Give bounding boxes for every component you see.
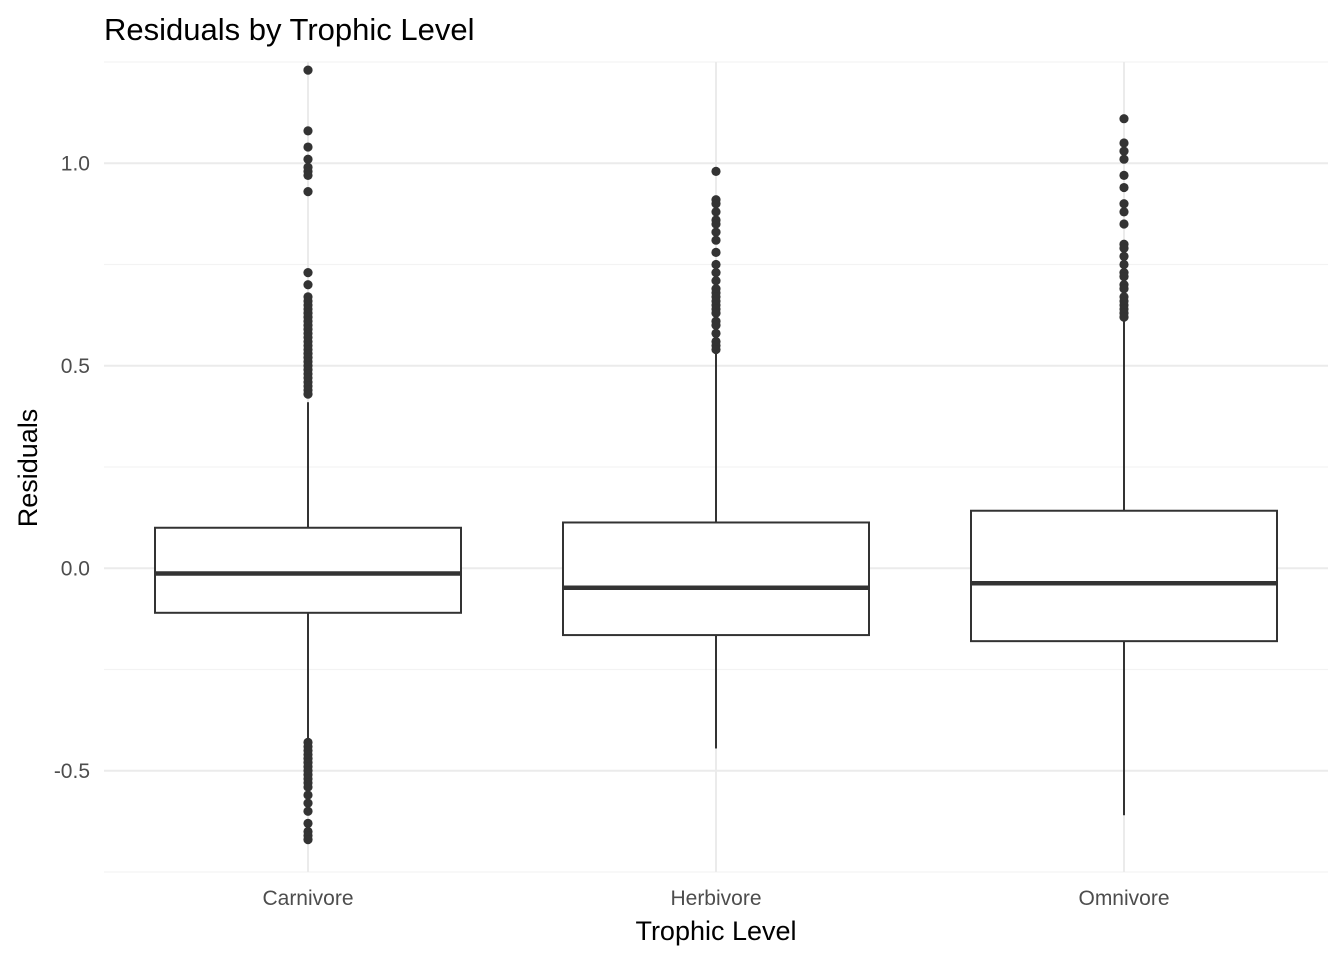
outlier-point (1119, 182, 1129, 193)
outlier-point (711, 219, 721, 229)
outlier-point (303, 798, 313, 808)
outlier-point (1119, 259, 1129, 270)
outlier-point (711, 199, 721, 209)
box-herbivore (562, 166, 870, 749)
y-axis-tick-labels: -0.5 0.0 0.5 1.0 (54, 152, 90, 783)
outlier-point (303, 268, 313, 278)
box-carnivore (154, 65, 462, 845)
outlier-point (1119, 146, 1129, 156)
outlier-point (303, 126, 313, 136)
chart-title: Residuals by Trophic Level (104, 12, 474, 47)
outlier-point (303, 170, 313, 180)
outlier-point (711, 247, 721, 257)
outlier-point (1119, 284, 1129, 294)
outlier-point (711, 268, 721, 278)
outlier-point (1119, 219, 1129, 229)
outlier-point (303, 142, 313, 152)
y-tick-label: -0.5 (54, 760, 90, 783)
outlier-point (303, 806, 313, 816)
outlier-point (303, 187, 313, 197)
outlier-point (303, 280, 313, 290)
boxes (154, 65, 1278, 845)
outlier-point (1119, 251, 1129, 261)
x-axis-title: Trophic Level (635, 916, 796, 946)
outlier-point (1119, 114, 1129, 124)
outlier-point (303, 818, 313, 829)
outlier-point (303, 782, 313, 792)
box-iqr (970, 509, 1278, 643)
outlier-point (711, 308, 721, 318)
outlier-point (711, 259, 721, 270)
outlier-point (711, 207, 721, 217)
x-tick-label: Omnivore (1078, 887, 1169, 910)
y-tick-label: 1.0 (61, 152, 90, 175)
outlier-point (1119, 138, 1129, 148)
outlier-point (1119, 312, 1129, 322)
box-iqr (562, 521, 870, 637)
x-axis-tick-labels: Carnivore Herbivore Omnivore (262, 887, 1169, 910)
outlier-point (711, 344, 721, 355)
x-tick-label: Herbivore (670, 887, 761, 910)
outlier-point (711, 235, 721, 245)
outlier-point (711, 276, 721, 286)
box-omnivore (970, 114, 1278, 816)
outlier-point (303, 835, 313, 845)
outlier-point (711, 320, 721, 330)
outlier-point (303, 154, 313, 164)
outlier-point (303, 389, 313, 399)
y-tick-label: 0.0 (61, 557, 90, 580)
y-axis-title: Residuals (13, 409, 43, 528)
outlier-point (1119, 170, 1129, 180)
outlier-point (711, 227, 721, 237)
outlier-point (711, 166, 721, 176)
outlier-point (1119, 243, 1129, 253)
x-tick-label: Carnivore (262, 887, 353, 910)
outlier-point (1119, 272, 1129, 282)
y-tick-label: 0.5 (61, 355, 90, 378)
outlier-point (1119, 199, 1129, 209)
outlier-point (1119, 154, 1129, 164)
outlier-point (303, 65, 313, 75)
outlier-point (711, 328, 721, 338)
box-iqr (154, 526, 462, 614)
outlier-point (1119, 207, 1129, 217)
outlier-point (303, 790, 313, 800)
